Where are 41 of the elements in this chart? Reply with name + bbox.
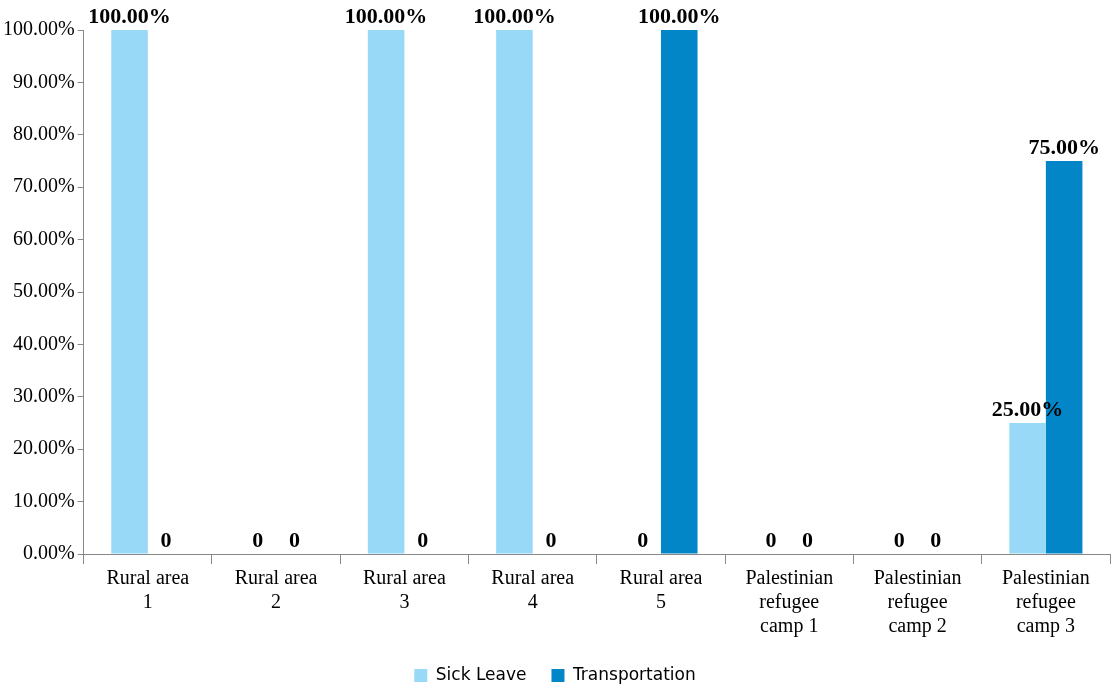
bar (496, 30, 533, 554)
y-tick-label: 100.00% (2, 17, 75, 40)
y-tick-label: 60.00% (12, 226, 75, 249)
data-label: 100.00% (473, 2, 556, 28)
data-label: 0 (252, 526, 264, 552)
x-tick-label: Palestinian refugee camp 2 (873, 566, 962, 638)
y-tick-label: 20.00% (12, 436, 75, 459)
y-tick-label: 40.00% (12, 331, 75, 354)
x-tick-label: Rural area 3 (363, 566, 446, 613)
y-tick-label: 50.00% (12, 279, 75, 302)
legend-label: Sick Leave (435, 663, 527, 684)
data-label: 0 (802, 526, 814, 552)
data-label: 0 (545, 526, 557, 552)
y-tick-label: 70.00% (12, 174, 75, 197)
bar (367, 30, 405, 554)
data-label: 0 (417, 526, 429, 552)
y-tick-label: 10.00% (12, 488, 75, 511)
x-tick-label: Rural area 5 (619, 566, 703, 613)
data-label: 100.00% (344, 2, 428, 28)
legend-label: Transportation (571, 663, 696, 684)
data-label: 0 (637, 526, 649, 552)
data-label: 75.00% (1028, 133, 1100, 159)
y-tick-label: 90.00% (12, 69, 75, 92)
bar (111, 30, 148, 554)
data-label: 0 (893, 526, 905, 552)
data-label: 0 (288, 526, 300, 552)
data-label: 100.00% (638, 2, 721, 28)
y-tick-label: 30.00% (12, 384, 75, 407)
x-tick-label: Rural area 1 (106, 566, 190, 613)
data-label: 0 (160, 526, 172, 552)
data-label: 0 (930, 526, 942, 552)
bar (1009, 423, 1046, 554)
x-tick-label: Rural area 4 (491, 566, 575, 613)
x-tick-label: Palestinian refugee camp 3 (1001, 566, 1090, 638)
y-tick-label: 0.00% (22, 541, 75, 564)
data-label: 100.00% (88, 2, 171, 28)
x-tick-label: Palestinian refugee camp 1 (745, 566, 834, 638)
bar (660, 30, 698, 554)
data-label: 0 (765, 526, 777, 552)
y-tick-label: 80.00% (12, 122, 75, 145)
x-tick-label: Rural area 2 (234, 566, 318, 613)
